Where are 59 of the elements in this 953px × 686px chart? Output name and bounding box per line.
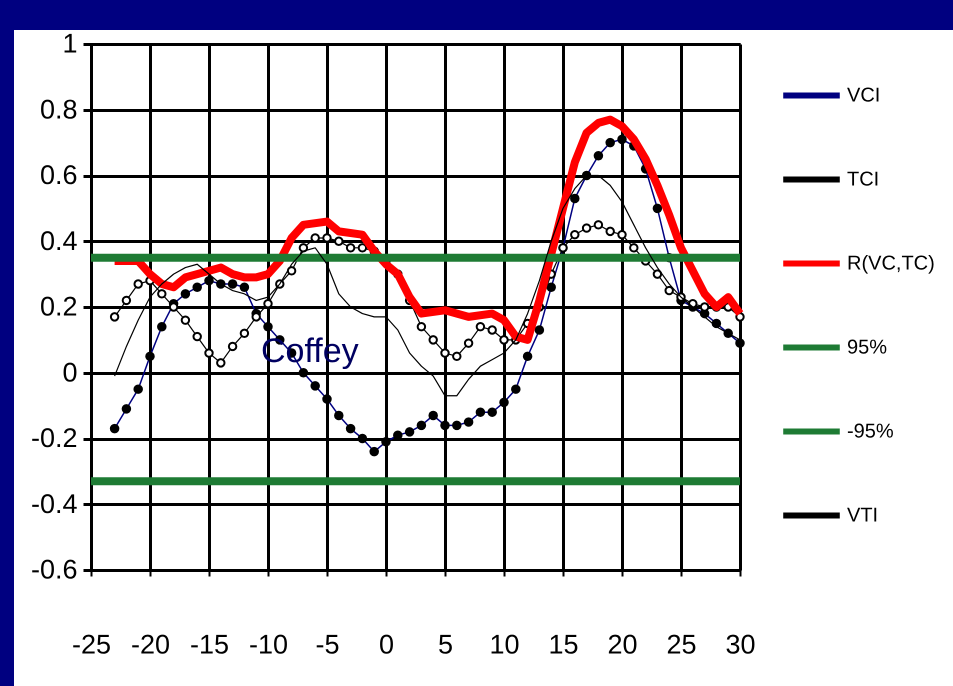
legend-label: R(VC,TC) — [847, 252, 935, 274]
legend-label: 95% — [847, 336, 888, 358]
y-tick-label: -0.6 — [30, 554, 78, 584]
point — [334, 236, 344, 246]
point — [570, 230, 580, 240]
point — [440, 348, 450, 358]
point — [594, 220, 604, 230]
x-tick-label: 10 — [489, 630, 520, 660]
x-tick-label: 30 — [725, 630, 756, 660]
y-tick-label: 0.8 — [40, 94, 78, 124]
point — [476, 322, 486, 332]
point — [216, 358, 226, 368]
point — [122, 296, 132, 306]
point — [617, 230, 627, 240]
y-tick-label: -0.2 — [30, 423, 78, 453]
point — [629, 243, 639, 253]
point — [428, 335, 438, 345]
point — [605, 226, 615, 236]
point — [228, 342, 238, 352]
point — [452, 352, 462, 362]
y-tick-label: 0.2 — [40, 292, 78, 322]
point — [346, 243, 356, 253]
y-tick-label: 1 — [62, 28, 78, 58]
y-tick-label: -0.4 — [30, 488, 78, 519]
x-tick-label: 15 — [548, 630, 579, 660]
point — [110, 312, 120, 322]
point — [582, 223, 592, 233]
legend-label: TCI — [847, 168, 880, 190]
point — [416, 322, 426, 332]
point — [286, 266, 296, 276]
x-tick-label: 20 — [607, 630, 638, 660]
point — [664, 286, 674, 296]
point — [487, 325, 497, 335]
point — [133, 279, 143, 289]
point — [464, 338, 474, 348]
x-tick-label: -20 — [130, 630, 170, 660]
x-tick-label: 0 — [378, 630, 394, 660]
point — [240, 328, 250, 338]
point — [192, 332, 202, 342]
x-tick-label: -25 — [72, 630, 112, 660]
x-tick-label: 5 — [438, 630, 454, 660]
y-tick-label: 0 — [62, 357, 78, 388]
point — [204, 348, 214, 358]
legend-label: -95% — [847, 420, 894, 442]
y-tick-label: 0.6 — [40, 160, 78, 190]
point — [700, 302, 710, 312]
point — [298, 243, 308, 253]
x-tick-label: 25 — [666, 630, 697, 660]
point — [358, 243, 368, 253]
legend-label: VTI — [847, 504, 878, 526]
point — [157, 289, 167, 299]
x-tick-label: -10 — [248, 630, 288, 660]
legend-label: VCI — [847, 84, 880, 106]
y-tick-label: 0.4 — [40, 226, 78, 256]
point — [652, 269, 662, 279]
point — [180, 315, 190, 325]
point — [499, 335, 509, 345]
x-tick-label: -15 — [190, 630, 230, 660]
x-tick-label: -5 — [315, 630, 340, 660]
